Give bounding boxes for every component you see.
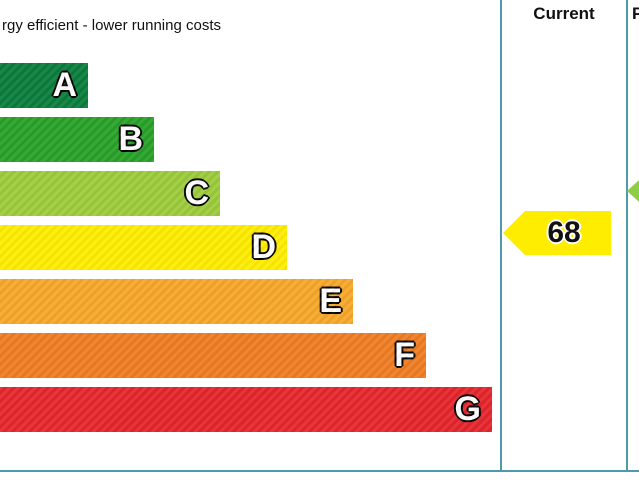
potential-column-header: Potential <box>632 4 639 23</box>
band-row-g: G <box>0 387 492 432</box>
band-letter: C <box>184 174 209 212</box>
current-rating-value: 68 <box>547 216 581 249</box>
band-letter: A <box>52 66 77 104</box>
band-row-d: D <box>0 225 287 270</box>
band-row-b: B <box>0 117 154 162</box>
band-row-f: F <box>0 333 426 378</box>
band-letter: B <box>118 120 143 158</box>
band-row-e: E <box>0 279 353 324</box>
top-caption: rgy efficient - lower running costs <box>2 17 221 34</box>
current-rating-arrow: 68 <box>503 211 611 255</box>
band-row-a: A <box>0 63 88 108</box>
current-column-header: Current <box>533 4 595 23</box>
bottom-rule <box>0 470 639 472</box>
current-column-divider <box>500 0 502 471</box>
potential-column-divider <box>626 0 628 471</box>
band-letter: F <box>394 336 415 374</box>
potential-rating-arrow <box>627 171 639 211</box>
band-letter: G <box>454 390 481 428</box>
band-letter: E <box>319 282 342 320</box>
band-letter: D <box>251 228 276 266</box>
band-row-c: C <box>0 171 220 216</box>
